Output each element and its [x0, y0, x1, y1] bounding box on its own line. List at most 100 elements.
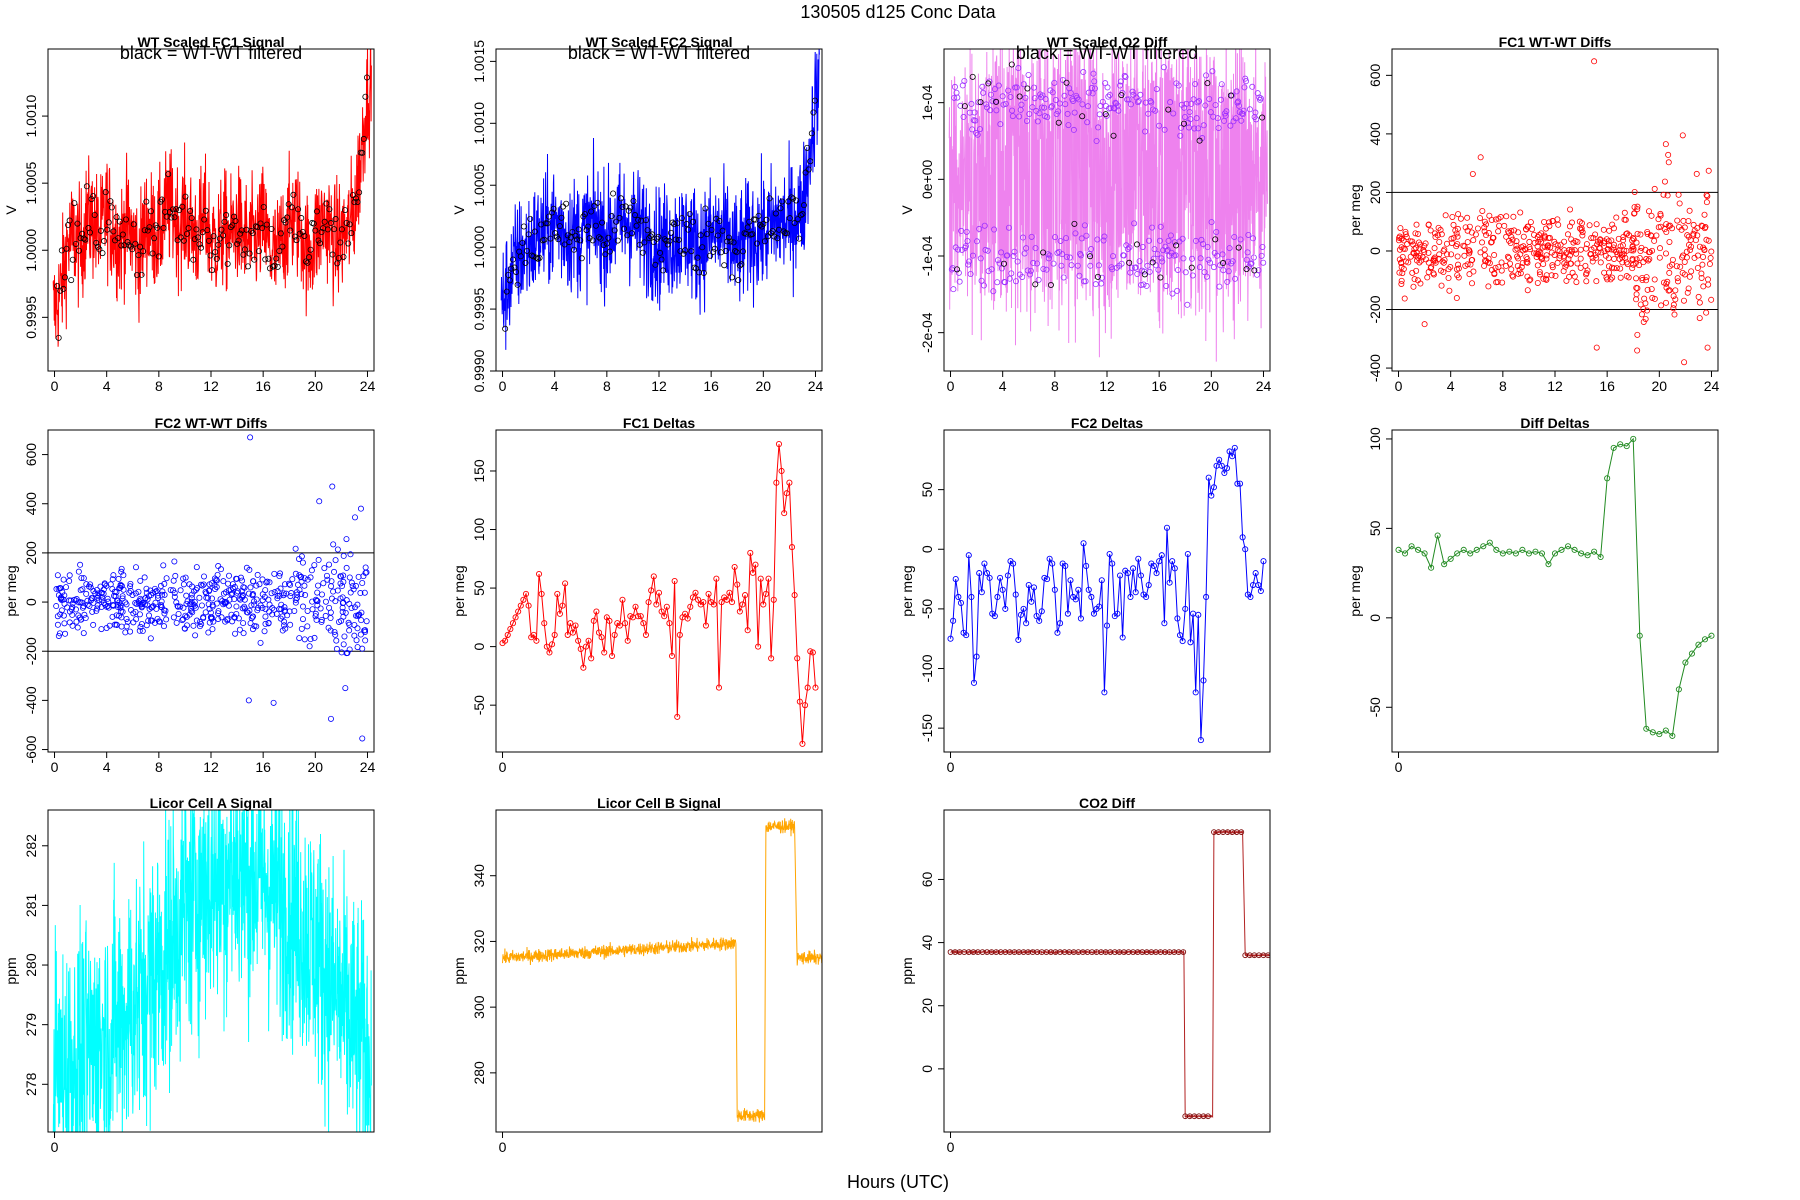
scatter-point	[1648, 286, 1655, 293]
series-point	[999, 586, 1006, 593]
filtered-point	[603, 240, 610, 247]
series-point	[1675, 686, 1682, 693]
diff-point	[1039, 92, 1046, 99]
filtered-point	[176, 207, 183, 214]
outlier-point	[1593, 344, 1600, 351]
scatter-point	[1412, 230, 1419, 237]
scatter-point	[1567, 206, 1574, 213]
series-point	[663, 603, 670, 610]
diff-point	[1183, 100, 1190, 107]
series-point	[809, 649, 816, 656]
diff-point	[1193, 115, 1200, 122]
scatter-point	[1491, 252, 1498, 259]
signal-line	[52, 810, 372, 1132]
scatter-point	[1413, 221, 1420, 228]
scatter-point	[218, 614, 225, 621]
scatter-point	[1398, 277, 1405, 284]
diff-point	[1099, 98, 1106, 105]
annotation: black = WT-WT filtered	[568, 43, 750, 63]
y-tick-label: 278	[23, 1072, 39, 1096]
diff-point	[1223, 108, 1230, 115]
scatter-point	[1536, 271, 1543, 278]
diff-point	[1167, 232, 1174, 239]
diff-point	[1098, 280, 1105, 287]
filtered-point	[617, 195, 624, 202]
series-point	[1669, 732, 1676, 739]
filtered-point	[647, 233, 654, 240]
scatter-point	[1567, 260, 1574, 267]
scatter-point	[314, 598, 321, 605]
scatter-point	[1698, 270, 1705, 277]
scatter-point	[145, 617, 152, 624]
plot-area	[947, 444, 1267, 744]
scatter-point	[1437, 267, 1444, 274]
scatter-point	[309, 606, 316, 613]
filtered-point	[332, 216, 339, 223]
diff-point	[1010, 253, 1017, 260]
panel-frame	[495, 809, 823, 1133]
diff-point	[1243, 256, 1250, 263]
filtered-point	[298, 215, 305, 222]
scatter-point	[1605, 242, 1612, 249]
diff-point	[1157, 223, 1164, 230]
scatter-point	[304, 607, 311, 614]
series-point	[1218, 462, 1225, 469]
scatter-point	[276, 573, 283, 580]
scatter-point	[247, 584, 254, 591]
plot-area	[499, 441, 819, 747]
scatter-point	[1638, 311, 1645, 318]
diff-point	[1115, 107, 1122, 114]
scatter-point	[170, 587, 177, 594]
scatter-point	[55, 632, 62, 639]
filtered-point	[801, 202, 808, 209]
scatter-point	[215, 615, 222, 622]
scatter-point	[293, 595, 300, 602]
series-point	[1229, 453, 1236, 460]
scatter-point	[1488, 238, 1495, 245]
filtered-point	[179, 203, 186, 210]
series-point	[1124, 570, 1131, 577]
series-point	[757, 575, 764, 582]
scatter-point	[1436, 251, 1443, 258]
scatter-point	[1617, 265, 1624, 272]
filtered-point	[1165, 106, 1172, 113]
series-point	[1571, 546, 1578, 553]
filtered-point	[288, 204, 295, 211]
scatter-point	[319, 591, 326, 598]
filtered-point	[749, 231, 756, 238]
scatter-point	[111, 621, 118, 628]
scatter-point	[204, 594, 211, 601]
series-point	[770, 596, 777, 603]
filtered-point	[669, 219, 676, 226]
diff-point	[1212, 101, 1219, 108]
diff-point	[964, 238, 971, 245]
series-point	[671, 577, 678, 585]
scatter-point	[1505, 229, 1512, 236]
scatter-point	[1664, 192, 1671, 199]
series-point	[1265, 952, 1270, 959]
filtered-point	[722, 247, 729, 254]
scatter-point	[233, 603, 240, 610]
scatter-point	[1543, 255, 1550, 262]
x-tick-label: 0	[51, 378, 59, 394]
diff-point	[996, 260, 1003, 267]
diff-point	[1025, 71, 1032, 78]
series-point	[541, 620, 548, 627]
y-axis-label: per meg	[899, 565, 915, 616]
filtered-point	[276, 247, 283, 254]
scatter-point	[214, 571, 221, 578]
scatter-point	[352, 583, 359, 590]
scatter-point	[1566, 252, 1573, 259]
scatter-point	[1670, 293, 1677, 300]
filtered-point	[229, 222, 236, 229]
series-point	[1114, 610, 1121, 617]
scatter-point	[333, 645, 340, 652]
scatter-point	[1552, 241, 1559, 248]
scatter-point	[1643, 277, 1650, 284]
diff-point	[1056, 248, 1063, 255]
filtered-point	[1079, 113, 1086, 120]
diff-point	[1175, 82, 1182, 89]
plot-area	[500, 49, 820, 350]
filtered-point	[122, 216, 129, 223]
